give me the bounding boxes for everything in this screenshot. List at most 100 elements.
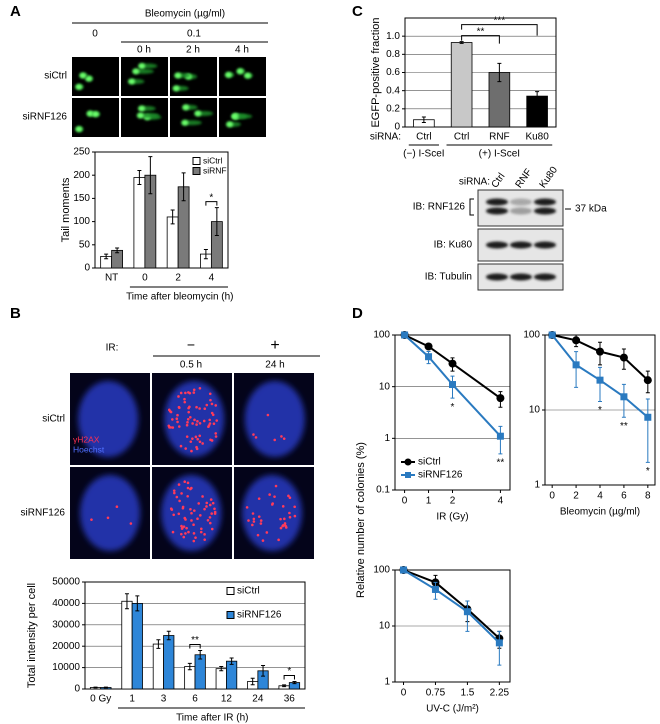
foci: [214, 432, 218, 435]
y-tick-label: 0.8: [386, 49, 400, 60]
comet-head: [75, 83, 83, 90]
foci: [196, 517, 199, 521]
comet-head: [231, 113, 239, 120]
nucleus: [80, 475, 141, 551]
y-tick-label: 10: [529, 405, 541, 416]
foci: [214, 404, 218, 407]
foci: [184, 532, 187, 535]
x-tick-label: 0: [142, 273, 148, 284]
foci: [187, 410, 190, 414]
foci: [190, 519, 193, 522]
y-tick-label: 20000: [52, 641, 80, 652]
x-tick-label: 0: [402, 496, 408, 507]
legend-label: siCtrl: [418, 457, 441, 468]
foci: [179, 444, 183, 448]
lane-label: RNF: [514, 167, 535, 190]
marker: [548, 331, 556, 339]
foci: [257, 515, 261, 518]
error-bar: [292, 681, 297, 685]
bar: [133, 177, 146, 269]
marker: [400, 566, 408, 574]
foci: [256, 533, 260, 537]
foci: [205, 403, 209, 407]
comet-head: [75, 126, 83, 133]
x-tick-label: 1: [426, 496, 432, 507]
x-tick-label: Ctrl: [454, 132, 470, 143]
foci: [288, 515, 292, 519]
legend-label: siRNF: [203, 165, 227, 175]
foci: [266, 413, 270, 417]
foci: [208, 516, 212, 519]
error-bar: [135, 595, 140, 612]
foci: [280, 435, 283, 438]
foci: [187, 530, 190, 534]
annotation: **: [477, 26, 485, 37]
x-axis-label: Bleomycin (µg/ml): [560, 507, 640, 518]
condition-label: −: [187, 337, 195, 353]
panel-label: B: [10, 305, 21, 322]
foci: [190, 486, 193, 490]
y-axis-label: Tail moments: [60, 177, 72, 242]
bar: [152, 643, 164, 690]
x-tick-label: 0: [401, 688, 407, 699]
foci: [211, 501, 215, 505]
annotation: **: [497, 458, 505, 469]
y-tick-label: 0: [394, 122, 400, 133]
y-tick-label: 0: [74, 684, 80, 695]
comet-head: [226, 121, 234, 128]
plot-frame: [394, 334, 511, 491]
foci: [188, 405, 191, 409]
x-tick-label: RNF: [489, 132, 510, 143]
foci: [215, 419, 219, 422]
foci: [180, 524, 183, 528]
band-bracket: [469, 198, 474, 216]
time-label: 0.5 h: [180, 360, 202, 371]
panel-label: C: [352, 3, 363, 20]
foci: [180, 532, 183, 536]
foci: [129, 522, 133, 525]
blot-band: [534, 207, 556, 215]
foci: [184, 447, 187, 450]
foci: [205, 501, 209, 505]
marker: [448, 359, 457, 368]
foci: [283, 522, 287, 525]
x-tick-label: 6: [192, 694, 198, 705]
foci: [208, 521, 212, 525]
x-axis-label: UV-C (J/m²): [426, 704, 479, 715]
error-bar: [198, 649, 203, 660]
foci: [191, 422, 194, 425]
comet-head: [182, 104, 190, 111]
marker: [619, 353, 628, 362]
plot-frame: [394, 569, 511, 683]
bar: [166, 216, 179, 269]
foci: [177, 405, 181, 409]
comet-image: [121, 57, 168, 96]
foci: [186, 417, 190, 421]
treatment-label: IR:: [106, 343, 119, 354]
foci: [177, 483, 181, 486]
foci: [196, 437, 199, 441]
annotation: *: [287, 666, 291, 677]
comet-head: [79, 72, 87, 79]
foci: [172, 513, 175, 517]
marker: [496, 432, 504, 440]
x-tick-label: NT: [105, 273, 118, 284]
plot-frame: [544, 334, 656, 486]
x-tick-label: 2: [175, 273, 181, 284]
comet-image: [170, 98, 217, 137]
foci: [251, 512, 255, 515]
foci: [189, 508, 192, 511]
marker: [496, 394, 505, 403]
foci: [183, 400, 187, 404]
error-bar: [115, 247, 120, 254]
foci: [203, 407, 207, 411]
blot-label: IB: Tubulin: [425, 272, 472, 283]
x-tick-label: 4: [209, 273, 215, 284]
y-tick-label: 30000: [52, 619, 80, 630]
foci: [184, 391, 187, 395]
time-label: 0 h: [137, 45, 151, 56]
y-tick-label: 50: [79, 239, 91, 250]
error-bar: [170, 209, 175, 225]
foci: [193, 418, 196, 422]
x-axis-label: Time after IR (h): [176, 713, 248, 724]
